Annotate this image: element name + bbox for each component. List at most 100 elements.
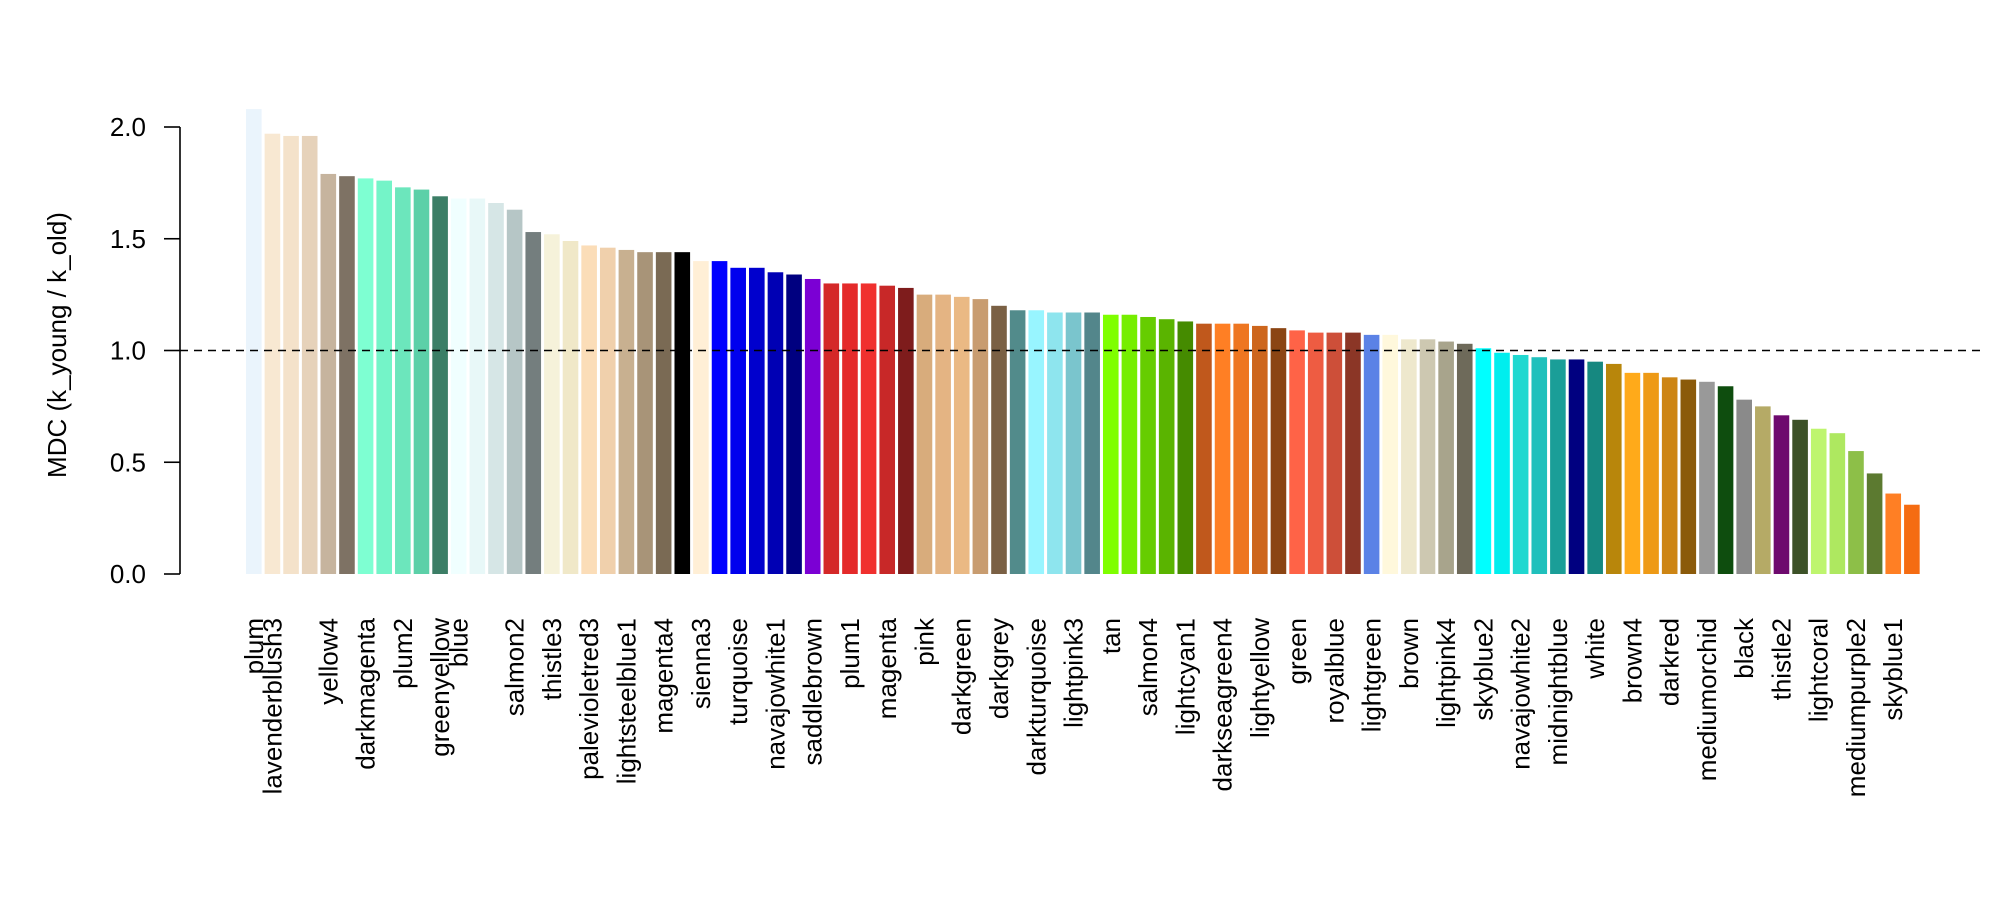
x-tick-label: plum1 [835,618,865,689]
bar [1028,310,1045,574]
bar [842,283,858,574]
bar [1065,312,1082,574]
bar [488,202,504,575]
bar [655,252,672,574]
bar [1587,361,1603,574]
bar [1177,321,1194,574]
bar [898,287,914,574]
x-tick-label: lightpink4 [1431,618,1461,728]
bar [1102,314,1119,574]
bar [935,294,951,575]
x-tick-label: turquoise [723,618,753,725]
bar [823,283,840,574]
bar [1661,377,1678,574]
x-tick-label: skyblue2 [1468,618,1498,721]
bar [581,245,597,574]
bar [1810,428,1827,574]
bar [339,176,355,575]
x-tick-label: midnightblue [1543,618,1573,765]
bar [1214,323,1231,574]
bar [860,283,877,574]
bar [972,299,989,574]
x-tick-label: white [1580,618,1610,680]
y-axis-label: MDC (k_young / k_old) [42,212,72,478]
bar [357,178,374,574]
x-tick-label: darkgreen [947,618,977,735]
bar [1624,372,1641,574]
x-tick-label: darkturquoise [1021,618,1051,776]
bar [1233,323,1249,574]
bar [320,173,337,574]
bar [618,249,635,574]
bar [1773,415,1790,574]
bar [730,267,746,574]
bar [674,252,691,574]
x-tick-label: green [1282,618,1312,685]
bar [1848,451,1864,574]
y-tick-label: 0.0 [110,559,146,589]
x-tick-label: darkred [1655,618,1685,706]
bar [916,294,933,575]
y-tick-label: 1.5 [110,224,146,254]
x-tick-label: magenta4 [649,618,679,734]
x-tick-label: lightcyan1 [1170,618,1200,735]
bar [1009,310,1026,574]
x-tick-label: lightyellow [1245,618,1275,738]
bar [1196,323,1212,574]
x-tick-label: magenta [872,617,902,719]
bar [879,285,896,574]
bar [1531,357,1548,574]
bar [1345,332,1361,574]
bar [1121,314,1138,574]
bar [1717,386,1734,574]
bar [1885,493,1902,574]
x-tick-label: yellow4 [313,618,343,705]
x-tick-label: saddlebrown [798,618,828,765]
y-axis: 0.0 0.5 1.0 1.5 2.0 [110,112,181,589]
bar [1699,381,1715,574]
bar [432,196,448,575]
bar [749,267,765,574]
bar [1363,334,1380,574]
bar [562,240,579,575]
x-tick-label: salmon2 [500,618,530,716]
bar [1829,433,1846,574]
x-tick-label: lightgreen [1357,618,1387,732]
bar [1456,343,1473,574]
bar [804,278,821,574]
bar [283,135,299,574]
x-tick-label: plum [239,618,269,674]
x-tick-label: sienna3 [686,618,716,709]
y-tick-label: 0.5 [110,447,146,477]
x-tick-label: lavenderblush3 [257,618,287,794]
x-tick-label: thistle2 [1766,618,1796,700]
bar [544,234,560,574]
x-tick-label: tan [1096,618,1126,654]
x-tick-label: lightcoral [1804,618,1834,722]
bar [599,247,616,574]
bar [637,252,653,574]
bar [1047,312,1063,574]
bar [1252,325,1268,574]
x-tick-label: royalblue [1319,618,1349,724]
x-tick-label: brown4 [1617,618,1647,703]
bar [1140,316,1156,574]
bar [1438,341,1454,574]
x-tick-label: pink [909,617,939,666]
x-tick-label: darkseagreen4 [1208,618,1238,791]
bar [1866,473,1883,574]
bar [693,261,709,574]
x-tick-label: mediumorchid [1692,618,1722,781]
bar [525,232,542,575]
x-tick-label: navajowhite2 [1506,618,1536,770]
bar [1084,312,1100,574]
bar [1158,319,1175,574]
bar [1289,330,1305,574]
bar [1568,359,1585,574]
bar [1326,332,1343,574]
bar [1512,354,1529,574]
bar [1401,339,1417,574]
bar [1736,399,1752,574]
